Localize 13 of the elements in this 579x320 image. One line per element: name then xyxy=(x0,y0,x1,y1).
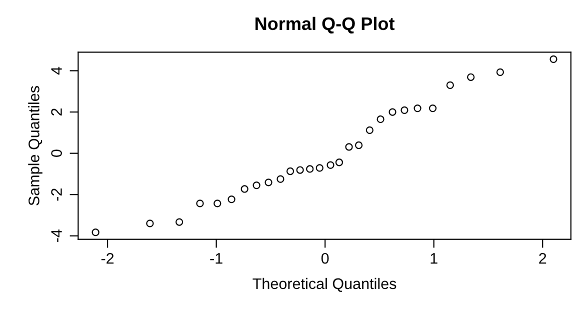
y-tick-label: 2 xyxy=(51,108,62,116)
x-axis-title: Theoretical Quantiles xyxy=(252,278,396,292)
y-tick-label: 0 xyxy=(51,150,62,157)
x-tick-label: -1 xyxy=(210,253,222,264)
x-tick-label: 0 xyxy=(321,252,329,264)
y-tick-label: 4 xyxy=(51,66,62,75)
x-tick-label: 1 xyxy=(430,253,438,264)
y-tick-label: -4 xyxy=(51,230,62,242)
y-tick-label: -2 xyxy=(51,188,62,201)
x-tick-label: -2 xyxy=(101,252,114,264)
chart-title: Normal Q-Q Plot xyxy=(256,16,395,34)
y-axis-title: Sample Quantiles xyxy=(28,86,42,206)
x-tick-label: 2 xyxy=(539,252,546,264)
